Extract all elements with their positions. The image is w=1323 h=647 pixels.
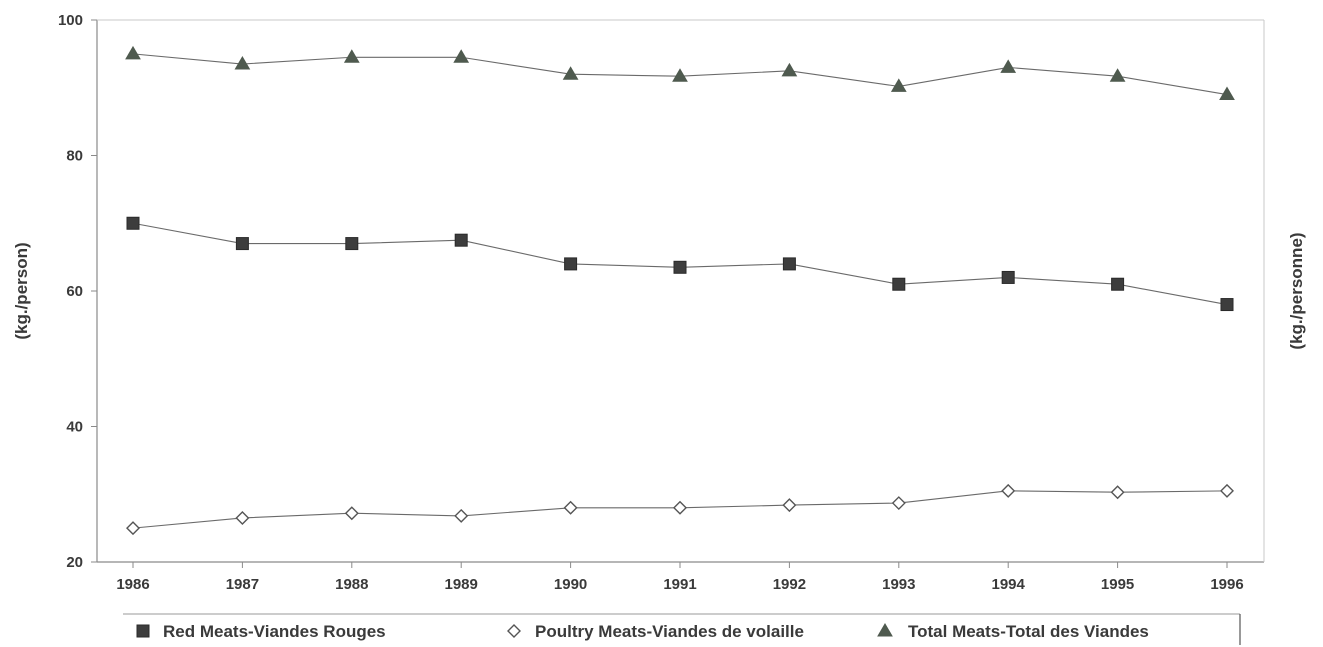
y-tick-label: 40 xyxy=(66,419,83,436)
data-point-diamond xyxy=(1220,483,1234,498)
data-point-triangle xyxy=(1219,86,1235,101)
data-point-diamond xyxy=(782,498,797,513)
data-point-diamond xyxy=(563,500,578,515)
data-point-square xyxy=(1111,277,1125,291)
x-tick-label: 1991 xyxy=(663,576,696,593)
y-axis-ticks: 20 40 60 80 100 xyxy=(58,12,97,571)
x-tick-label: 1987 xyxy=(226,576,259,593)
data-point-square xyxy=(1220,298,1234,312)
legend-label: Total Meats-Total des Viandes xyxy=(908,622,1149,641)
legend-marker xyxy=(507,624,521,638)
data-point-triangle xyxy=(890,78,907,92)
y-axis-title-right: (kg./personne) xyxy=(1287,232,1306,349)
y-axis-title-left: (kg./person) xyxy=(12,242,31,339)
x-tick-label: 1993 xyxy=(882,576,915,593)
data-point-square xyxy=(126,216,140,230)
data-point-triangle xyxy=(125,45,141,60)
data-point-diamond xyxy=(1001,483,1016,498)
x-tick-label: 1990 xyxy=(554,576,587,593)
data-point-square xyxy=(564,257,578,271)
data-point-square xyxy=(345,237,359,251)
data-point-triangle xyxy=(1109,68,1126,82)
legend-marker xyxy=(136,624,150,638)
legend: Red Meats-Viandes Rouges Poultry Meats-Vi… xyxy=(123,613,1241,645)
data-point-square xyxy=(1001,270,1015,284)
data-point-triangle xyxy=(453,49,470,63)
data-point-triangle xyxy=(781,62,798,77)
series-layer xyxy=(125,45,1235,536)
data-point-triangle xyxy=(1000,59,1017,73)
x-tick-label: 1988 xyxy=(335,576,368,593)
x-tick-label: 1995 xyxy=(1101,576,1134,593)
series-2 xyxy=(126,483,1234,536)
series-1 xyxy=(126,216,1234,312)
data-point-square xyxy=(782,257,796,271)
y-tick-label: 20 xyxy=(66,554,83,571)
data-point-diamond xyxy=(126,521,140,536)
data-point-square xyxy=(235,237,249,251)
plot-frame xyxy=(96,19,1265,563)
x-tick-label: 1996 xyxy=(1210,576,1243,593)
x-axis-ticks: 1986 1987 1988 1989 1990 1991 1992 1993 1994 1995… xyxy=(116,562,1244,593)
data-point-square xyxy=(673,260,687,274)
data-point-diamond xyxy=(344,506,359,521)
y-tick-label: 100 xyxy=(58,12,83,29)
series-3 xyxy=(125,45,1235,101)
data-point-square xyxy=(892,277,906,291)
legend-label: Poultry Meats-Viandes de volaille xyxy=(535,622,804,641)
data-point-diamond xyxy=(673,500,687,515)
x-tick-label: 1994 xyxy=(992,576,1026,593)
x-tick-label: 1986 xyxy=(116,576,149,593)
data-point-triangle xyxy=(343,49,360,63)
data-point-triangle xyxy=(562,66,579,80)
data-point-diamond xyxy=(1110,485,1125,500)
x-tick-label: 1989 xyxy=(445,576,478,593)
data-point-triangle xyxy=(234,56,251,70)
data-point-triangle xyxy=(672,68,688,82)
data-point-square xyxy=(454,233,468,247)
data-point-diamond xyxy=(891,496,906,511)
data-point-diamond xyxy=(235,510,250,525)
data-point-diamond xyxy=(454,508,469,523)
legend-marker xyxy=(877,623,893,637)
x-tick-label: 1992 xyxy=(773,576,806,593)
y-tick-label: 60 xyxy=(66,283,83,300)
y-tick-label: 80 xyxy=(66,148,83,165)
legend-label: Red Meats-Viandes Rouges xyxy=(163,622,386,641)
